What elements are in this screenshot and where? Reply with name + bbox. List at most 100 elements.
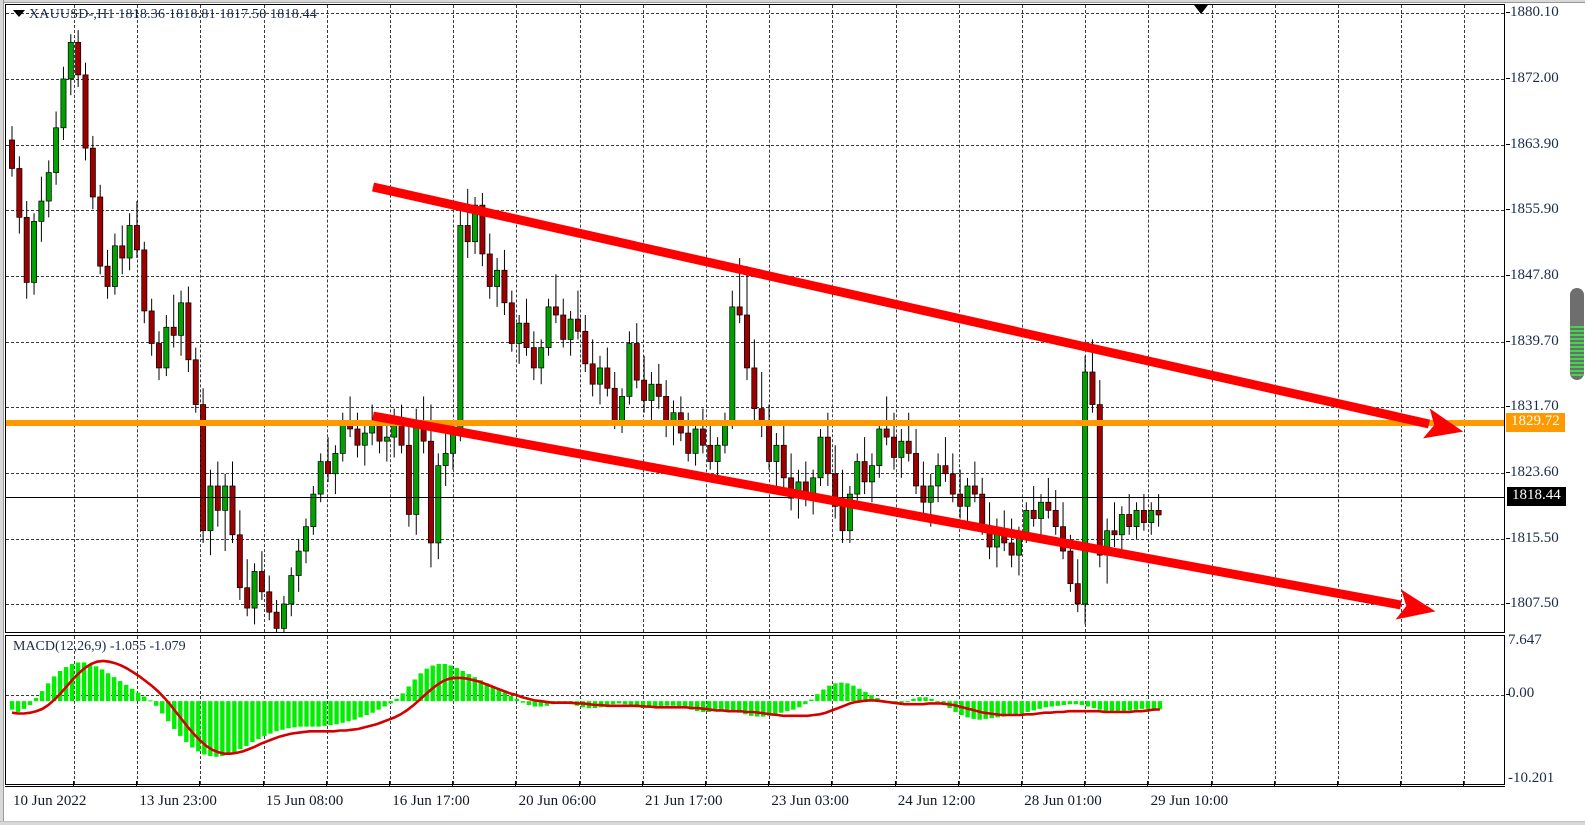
candle-bullish <box>60 78 67 129</box>
price-tick-label: 1815.50 <box>1510 530 1559 546</box>
price-gridline-vertical <box>769 5 771 632</box>
candle-bearish <box>839 505 846 532</box>
level-price-tag[interactable]: 1829.72 <box>1506 413 1565 432</box>
macd-histogram-bar <box>1031 701 1036 711</box>
macd-histogram-bar <box>1103 701 1109 712</box>
macd-histogram-bar <box>562 701 568 704</box>
macd-histogram-bar <box>262 701 267 736</box>
candle-bearish <box>479 204 486 255</box>
macd-histogram-bar <box>358 701 363 718</box>
macd-histogram-bar <box>875 698 880 702</box>
time-tick-label: 21 Jun 17:00 <box>645 793 723 809</box>
macd-histogram-bar <box>136 692 141 702</box>
candle-bullish <box>773 444 780 462</box>
candle-bearish <box>920 485 927 503</box>
macd-histogram-bar <box>935 701 940 703</box>
macd-histogram-bar <box>364 701 369 716</box>
macd-histogram-bar <box>1145 701 1151 709</box>
price-gridline-vertical <box>895 5 897 632</box>
candle-bullish <box>1133 510 1140 528</box>
candle-bearish <box>957 493 964 507</box>
candle-bearish <box>574 318 581 332</box>
time-tick-mark <box>1210 781 1212 787</box>
macd-histogram-bar <box>478 680 483 702</box>
candle-bearish <box>16 168 23 218</box>
macd-indicator-panel[interactable]: MACD(12,26,9) -1.055 -1.079 <box>5 635 1505 785</box>
time-axis[interactable]: 10 Jun 2022 13 Jun 23:00 15 Jun 08:00 16 Ju… <box>5 781 1505 820</box>
candle-bearish <box>1008 542 1015 556</box>
macd-histogram-bar <box>340 701 345 723</box>
collapse-triangle-icon[interactable] <box>13 10 25 18</box>
price-gridline-vertical <box>1085 5 1087 632</box>
macd-histogram-bar <box>490 686 496 702</box>
macd-histogram-bar <box>622 701 628 705</box>
macd-histogram-bar <box>21 701 27 709</box>
candle-bearish <box>97 196 104 267</box>
macd-histogram-bar <box>995 701 1000 718</box>
time-tick-mark <box>1337 781 1338 787</box>
macd-histogram-bar <box>839 682 844 702</box>
macd-axis: 7.647 0.00 -10.201 <box>1506 633 1587 786</box>
macd-histogram-bar <box>376 701 381 710</box>
macd-histogram-bar <box>652 701 658 708</box>
time-tick-mark <box>1084 781 1086 787</box>
macd-histogram-bar <box>57 670 63 702</box>
price-axis[interactable]: 1880.10 1872.00 1863.90 1855.90 1847.80 1839.… <box>1506 4 1587 633</box>
macd-histogram-bar <box>9 701 15 710</box>
candle-bearish <box>1089 371 1096 405</box>
candle-bearish <box>891 436 897 458</box>
macd-gridline-vertical <box>516 636 518 784</box>
macd-histogram-bar <box>526 701 532 705</box>
macd-histogram-bar <box>238 701 243 750</box>
candle-bullish <box>207 485 214 532</box>
macd-histogram-bar <box>75 662 81 702</box>
vertical-scrollbar-track[interactable] <box>1569 4 1585 785</box>
macd-gridline-vertical <box>453 636 455 784</box>
macd-histogram-bar <box>154 701 159 706</box>
macd-histogram-bar <box>821 689 826 702</box>
price-tick-mark <box>1506 341 1510 342</box>
candle-bearish <box>1155 510 1162 516</box>
macd-histogram-bar <box>514 698 520 702</box>
price-gridline <box>6 342 1504 343</box>
macd-histogram-bar <box>172 701 177 729</box>
price-plot-area[interactable] <box>6 5 1504 632</box>
macd-histogram-bar <box>81 662 87 702</box>
macd-histogram-bar <box>256 701 261 740</box>
candle-bullish <box>516 322 523 344</box>
macd-histogram-bar <box>496 689 502 702</box>
price-tick-mark <box>1506 275 1510 276</box>
candle-bearish <box>325 461 332 475</box>
macd-histogram-bar <box>718 701 724 711</box>
upper-descending-trendline[interactable] <box>372 182 1464 439</box>
lower-descending-trendline[interactable] <box>372 411 1436 620</box>
macd-histogram-bar <box>923 697 928 702</box>
candle-bullish <box>868 465 875 483</box>
macd-histogram-bar <box>1049 701 1054 707</box>
vertical-scrollbar-thumb[interactable] <box>1570 288 1584 380</box>
price-tick-label: 1839.70 <box>1510 333 1559 349</box>
macd-histogram-bar <box>1133 701 1139 710</box>
macd-histogram-bar <box>1121 701 1127 712</box>
trendline-annotations[interactable] <box>6 5 1504 632</box>
macd-histogram-bar <box>274 701 279 732</box>
macd-histogram-bar <box>791 701 796 710</box>
macd-histogram-bar <box>700 701 706 712</box>
resistance-level-line[interactable] <box>6 420 1504 426</box>
price-tick-mark <box>1506 12 1510 13</box>
candle-bullish <box>1104 530 1111 556</box>
candle-bearish <box>1067 550 1074 584</box>
candle-bullish <box>692 428 699 454</box>
macd-histogram-bar <box>286 701 291 729</box>
macd-plot-area[interactable] <box>6 636 1504 784</box>
macd-histogram-bar <box>755 701 760 717</box>
macd-gridline-vertical <box>1148 636 1150 784</box>
candle-bullish <box>993 530 1000 548</box>
macd-histogram-bar <box>196 701 201 752</box>
macd-histogram-bar <box>298 701 303 727</box>
time-tick-mark <box>831 781 833 787</box>
price-chart-panel[interactable]: XAUUSD-,H1 1818.36 1818.81 1817.50 1818.… <box>5 4 1505 633</box>
candle-bullish <box>163 326 170 369</box>
window-border-right <box>1585 0 1587 825</box>
